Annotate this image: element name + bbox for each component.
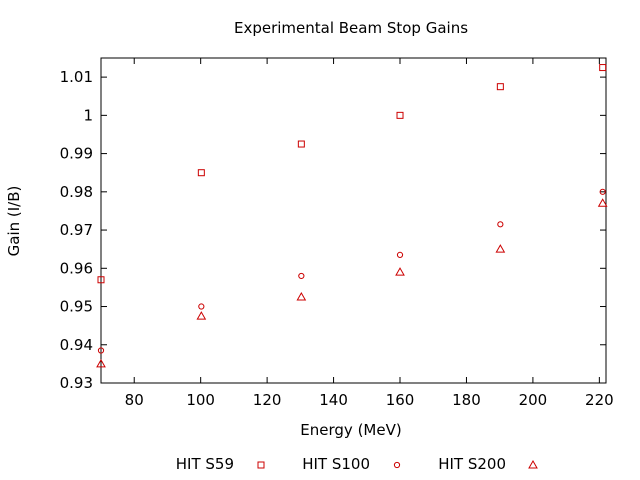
legend-circle-marker: [393, 461, 401, 469]
legend-label: HIT S100: [302, 455, 370, 473]
circle-marker: [599, 188, 606, 195]
axes: 80 100 120 140 160 180 200 220 0.93 0.94 0.95 0.96 0…: [60, 57, 614, 409]
x-tick-label: 140: [319, 391, 348, 409]
triangle-marker: [395, 267, 405, 276]
series-hit-s100: [97, 188, 606, 354]
y-tick-label: 0.96: [60, 259, 93, 277]
square-marker: [97, 276, 105, 284]
circle-marker: [298, 272, 305, 280]
legend: HIT S59 HIT S100 HIT S200: [176, 455, 538, 473]
y-tick-label: 0.99: [60, 145, 93, 163]
legend-square-marker: [257, 461, 265, 469]
x-tick-label: 160: [386, 391, 415, 409]
circle-marker: [497, 221, 504, 228]
circle-marker: [97, 347, 105, 354]
triangle-marker: [296, 291, 307, 301]
data-markers: [96, 64, 608, 368]
x-axis-label: Energy (MeV): [300, 421, 401, 439]
y-tick-label: 1: [83, 106, 93, 124]
plot-frame: [100, 57, 607, 384]
x-tick-label: 180: [452, 391, 481, 409]
square-marker: [599, 64, 607, 72]
x-tick-label: 80: [125, 391, 144, 409]
triangle-marker: [597, 198, 608, 207]
square-marker: [197, 169, 205, 177]
legend-label: HIT S200: [438, 455, 506, 473]
y-tick-label: 0.98: [60, 183, 93, 201]
y-axis-label: Gain (I/B): [5, 186, 23, 257]
x-tick-label: 220: [585, 391, 614, 409]
y-tick-label: 0.95: [60, 298, 93, 316]
y-tick-label: 0.97: [60, 221, 93, 239]
y-tick-label: 1.01: [60, 68, 93, 86]
square-marker: [496, 83, 504, 91]
series-hit-s59: [97, 64, 607, 284]
triangle-marker: [196, 311, 207, 320]
triangle-marker: [495, 244, 506, 253]
legend-triangle-marker: [528, 459, 538, 469]
square-marker: [297, 140, 305, 148]
triangle-marker: [96, 358, 106, 368]
x-tick-label: 100: [186, 391, 215, 409]
y-tick-label: 0.94: [60, 336, 93, 354]
legend-label: HIT S59: [176, 455, 234, 473]
circle-marker: [396, 251, 404, 259]
x-tick-label: 200: [519, 391, 548, 409]
chart-title: Experimental Beam Stop Gains: [234, 19, 468, 37]
x-tick-label: 120: [253, 391, 282, 409]
series-hit-s200: [96, 198, 608, 368]
y-tick-label: 0.93: [60, 374, 93, 392]
square-marker: [396, 111, 404, 119]
circle-marker: [198, 303, 205, 310]
